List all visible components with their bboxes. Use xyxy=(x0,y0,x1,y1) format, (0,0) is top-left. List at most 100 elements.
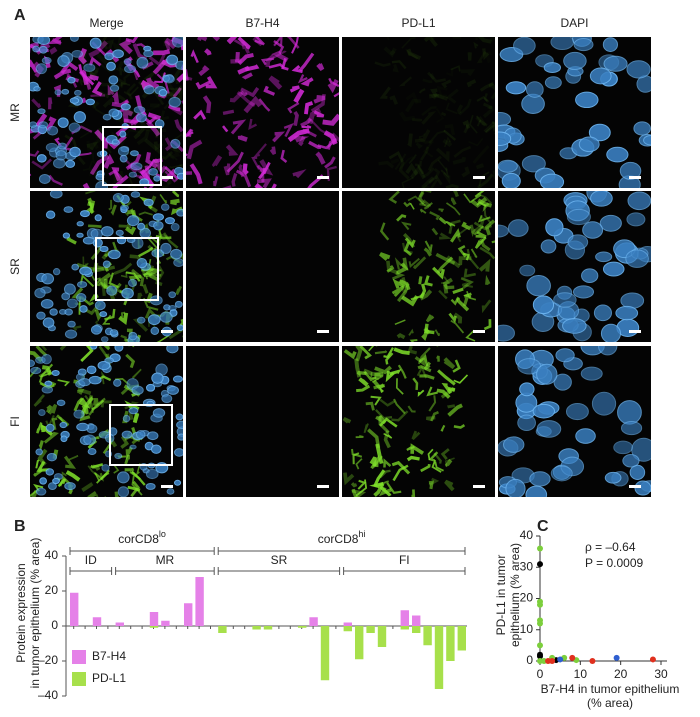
stain-b7h4 xyxy=(240,90,248,97)
nucleus xyxy=(128,278,138,288)
group-label: SR xyxy=(271,553,288,567)
nucleus xyxy=(525,81,544,98)
nucleus xyxy=(575,428,596,444)
inset-box xyxy=(95,237,159,301)
stain-pdl1 xyxy=(412,377,419,390)
nucleus xyxy=(133,106,146,114)
stain-pdl1 xyxy=(142,283,149,294)
stain-pdl1 xyxy=(418,88,426,94)
stain-pdl1 xyxy=(407,195,427,207)
stain-b7h4 xyxy=(289,85,300,93)
scale-bar xyxy=(161,330,173,333)
stain-pdl1 xyxy=(407,346,418,355)
stain-b7h4 xyxy=(254,37,265,46)
nucleus xyxy=(172,375,183,383)
stain-pdl1 xyxy=(36,460,50,472)
stain-b7h4 xyxy=(230,119,247,135)
x-tick-label: 30 xyxy=(654,667,668,681)
bar xyxy=(412,615,421,626)
nucleus xyxy=(99,245,109,253)
nucleus xyxy=(37,108,46,115)
scale-bar xyxy=(161,176,173,179)
bar xyxy=(115,622,124,626)
stain-pdl1 xyxy=(365,401,375,411)
nucleus xyxy=(76,221,84,227)
stain-pdl1 xyxy=(417,191,425,205)
stain-pdl1 xyxy=(130,480,140,497)
stain-pdl1 xyxy=(385,352,394,365)
point xyxy=(537,642,543,649)
bar xyxy=(355,626,364,660)
stain-b7h4 xyxy=(211,154,223,168)
annotation: ρ = –0.64 xyxy=(585,540,636,554)
nucleus xyxy=(150,444,162,454)
bar xyxy=(184,603,193,626)
nucleus xyxy=(112,193,124,203)
nucleus xyxy=(120,204,129,211)
stain-pdl1 xyxy=(156,334,170,342)
stain-pdl1 xyxy=(138,211,153,216)
stain-pdl1 xyxy=(476,95,489,102)
supergroup-label: corCD8hi xyxy=(318,529,366,546)
stain-pdl1 xyxy=(100,37,109,50)
nucleus xyxy=(121,287,134,299)
nucleus xyxy=(161,394,173,403)
stain-pdl1 xyxy=(432,266,445,280)
stain-pdl1 xyxy=(41,423,54,437)
stain-pdl1 xyxy=(452,31,460,37)
stain-pdl1 xyxy=(163,232,179,249)
stain-pdl1 xyxy=(93,398,99,406)
nucleus xyxy=(170,222,180,232)
nucleus xyxy=(100,226,114,237)
nucleus xyxy=(620,292,645,309)
nucleus xyxy=(109,84,120,92)
point xyxy=(549,658,556,664)
stain-pdl1 xyxy=(478,119,488,127)
stain-b7h4 xyxy=(80,69,89,86)
stain-pdl1 xyxy=(92,464,101,471)
bar xyxy=(263,626,273,630)
stain-pdl1 xyxy=(482,48,490,61)
nucleus xyxy=(38,121,49,129)
stain-pdl1 xyxy=(59,346,67,351)
inset-box xyxy=(102,126,162,186)
stain-pdl1 xyxy=(423,247,432,257)
stain-b7h4 xyxy=(213,176,219,187)
stain-pdl1 xyxy=(396,214,407,222)
nucleus xyxy=(41,57,52,64)
stain-b7h4 xyxy=(287,102,300,114)
nucleus xyxy=(30,121,38,128)
nucleus xyxy=(117,146,129,157)
stain-b7h4 xyxy=(195,80,211,90)
stain-b7h4 xyxy=(190,49,199,64)
stain-pdl1 xyxy=(465,329,476,342)
stain-pdl1 xyxy=(108,272,119,289)
stain-b7h4 xyxy=(256,178,272,188)
stain-pdl1 xyxy=(356,384,371,393)
stain-pdl1 xyxy=(485,274,491,286)
stain-b7h4 xyxy=(225,144,239,156)
bar xyxy=(423,626,432,646)
stain-pdl1 xyxy=(406,445,415,451)
stain-pdl1 xyxy=(117,37,130,47)
stain-pdl1 xyxy=(124,467,135,472)
nucleus xyxy=(602,261,625,277)
stain-pdl1 xyxy=(91,101,100,109)
row-label: FI xyxy=(8,416,22,427)
nucleus xyxy=(543,62,561,74)
nucleus xyxy=(589,67,612,85)
y-tick-label: –20 xyxy=(38,653,58,667)
nucleus xyxy=(112,49,124,59)
stain-pdl1 xyxy=(99,272,112,289)
stain-pdl1 xyxy=(383,347,394,359)
stain-pdl1 xyxy=(431,459,442,473)
nucleus xyxy=(525,485,548,497)
nucleus xyxy=(606,146,629,163)
stain-pdl1 xyxy=(481,299,492,314)
stain-pdl1 xyxy=(394,257,403,270)
stain-b7h4 xyxy=(254,183,264,188)
nucleus xyxy=(69,146,81,158)
nucleus xyxy=(56,399,66,407)
nucleus xyxy=(95,181,109,188)
stain-pdl1 xyxy=(370,395,382,406)
